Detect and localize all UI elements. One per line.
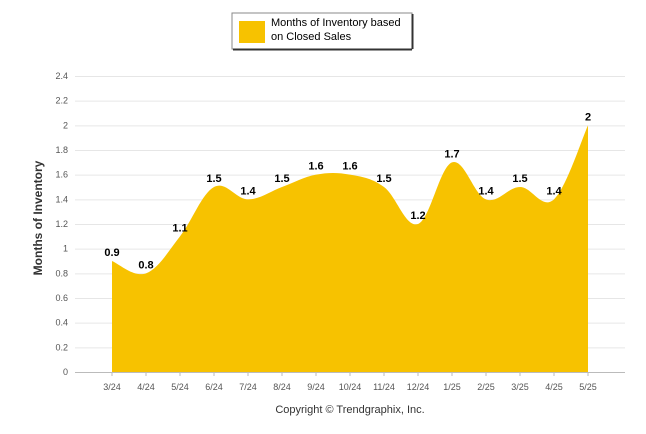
data-label: 1.5 <box>512 173 527 185</box>
data-label: 1.5 <box>376 173 391 185</box>
data-label: 2 <box>585 111 591 123</box>
x-tick-label: 4/25 <box>545 382 563 392</box>
data-label: 1.5 <box>274 173 289 185</box>
legend-swatch <box>239 21 265 43</box>
x-tick-label: 7/24 <box>239 382 257 392</box>
data-label: 1.2 <box>410 210 425 222</box>
x-tick-label: 1/25 <box>443 382 461 392</box>
data-label: 1.4 <box>478 185 494 197</box>
data-label: 1.7 <box>444 148 459 160</box>
legend-label-line2: on Closed Sales <box>271 31 352 43</box>
data-label: 1.4 <box>546 185 562 197</box>
y-tick-label: 1.6 <box>55 170 68 180</box>
y-tick-label: 0.4 <box>55 318 68 328</box>
x-tick-label: 12/24 <box>407 382 430 392</box>
y-tick-label: 0.8 <box>55 268 68 278</box>
y-tick-label: 1 <box>63 244 68 254</box>
data-label: 1.1 <box>172 222 187 234</box>
data-label: 0.8 <box>138 259 153 271</box>
legend-label-line1: Months of Inventory based <box>271 17 401 29</box>
x-tick-label: 6/24 <box>205 382 223 392</box>
x-tick-label: 5/24 <box>171 382 189 392</box>
x-tick-label: 5/25 <box>579 382 597 392</box>
x-tick-label: 3/24 <box>103 382 121 392</box>
y-tick-label: 1.8 <box>55 145 68 155</box>
copyright-text: Copyright © Trendgraphix, Inc. <box>275 404 424 416</box>
y-tick-label: 0 <box>63 367 68 377</box>
y-tick-label: 1.2 <box>55 219 68 229</box>
x-tick-label: 8/24 <box>273 382 291 392</box>
y-tick-label: 2 <box>63 120 68 130</box>
y-tick-label: 2.2 <box>55 96 68 106</box>
y-tick-label: 1.4 <box>55 194 68 204</box>
y-axis-ticks: 0 0.2 0.4 0.6 0.8 1 1.2 1.4 1.6 1.8 2 2.2 2.4 <box>55 71 68 377</box>
data-label: 1.6 <box>342 161 357 173</box>
data-label: 0.9 <box>104 247 119 259</box>
x-tick-label: 4/24 <box>137 382 155 392</box>
data-labels: 0.9 0.8 1.1 1.5 1.4 1.5 1.6 1.6 1.5 1.2 1.7 1.4 1.5 1… <box>104 111 591 271</box>
x-axis-ticks: 3/24 4/24 5/24 6/24 7/24 8/24 9/24 10/24 11/24 12… <box>103 372 597 392</box>
y-tick-label: 0.6 <box>55 293 68 303</box>
area-series <box>112 125 588 372</box>
x-tick-label: 9/24 <box>307 382 325 392</box>
x-tick-label: 2/25 <box>477 382 495 392</box>
x-tick-label: 3/25 <box>511 382 529 392</box>
x-tick-label: 10/24 <box>339 382 362 392</box>
y-tick-label: 0.2 <box>55 342 68 352</box>
x-tick-label: 11/24 <box>373 382 395 392</box>
data-label: 1.4 <box>240 185 256 197</box>
data-label: 1.5 <box>206 173 221 185</box>
data-label: 1.6 <box>308 161 323 173</box>
y-axis-title: Months of Inventory <box>31 160 45 275</box>
y-tick-label: 2.4 <box>55 71 68 81</box>
legend: Months of Inventory based on Closed Sale… <box>231 12 414 51</box>
